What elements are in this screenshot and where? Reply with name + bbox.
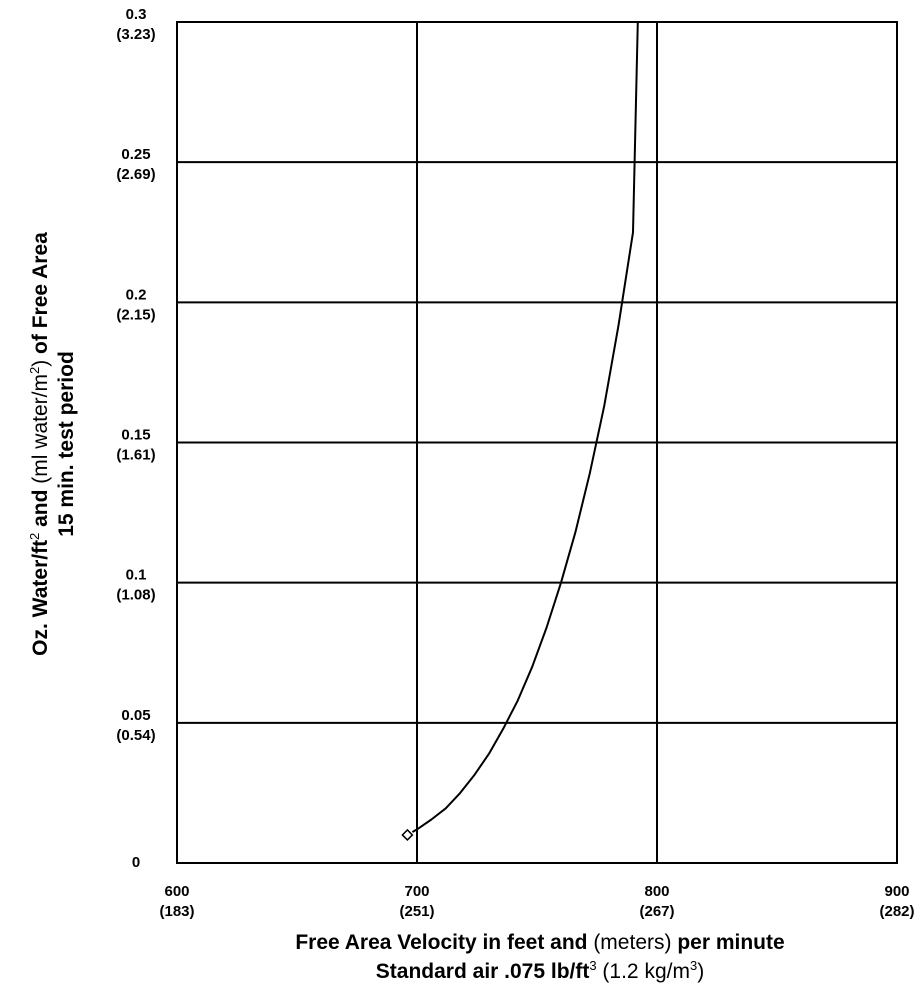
x-tick-label: 700: [404, 883, 429, 900]
x-tick-labels: 600 (183) 700 (251) 800 (267) 900 (282): [159, 883, 914, 920]
y-tick-sublabel: (3.23): [116, 26, 155, 43]
grid: [177, 22, 897, 863]
series-line: [411, 21, 639, 833]
y-tick-label: 0.3: [126, 6, 147, 23]
x-tick-sublabel: (251): [399, 903, 434, 920]
y-tick-label: 0.15: [121, 427, 150, 444]
x-tick-sublabel: (183): [159, 903, 194, 920]
series-layer: [401, 21, 639, 842]
x-tick-label: 900: [884, 883, 909, 900]
y-tick-sublabel: (2.69): [116, 166, 155, 183]
y-tick-labels: 0 0.05 (0.54) 0.1 (1.08) 0.15 (1.61) 0.2 (2.15) 0…: [116, 6, 155, 871]
y-tick-label: 0.05: [121, 707, 150, 724]
y-axis-title: Oz. Water/ft2 and (ml water/m2) of Free …: [27, 232, 78, 656]
y-tick-sublabel: (1.08): [116, 587, 155, 604]
x-tick-label: 600: [164, 883, 189, 900]
x-axis-title-line2: Standard air .075 lb/ft3 (1.2 kg/m3): [376, 958, 704, 983]
y-tick-sublabel: (0.54): [116, 727, 155, 744]
x-tick-sublabel: (267): [639, 903, 674, 920]
y-tick-label: 0.25: [121, 146, 150, 163]
y-tick-sublabel: (1.61): [116, 447, 155, 464]
y-tick-sublabel: (2.15): [116, 306, 155, 323]
y-axis-title-line1: Oz. Water/ft2 and (ml water/m2) of Free …: [27, 232, 52, 656]
x-tick-label: 800: [644, 883, 669, 900]
y-axis-title-line2: 15 min. test period: [55, 351, 78, 537]
y-tick-label: 0.2: [126, 286, 147, 303]
y-tick-label: 0: [132, 854, 140, 871]
plot-frame: [176, 21, 898, 864]
x-axis-title-line1: Free Area Velocity in feet and (meters) …: [295, 931, 784, 954]
x-tick-sublabel: (282): [879, 903, 914, 920]
data-point-diamond: [401, 828, 414, 842]
y-tick-label: 0.1: [126, 567, 147, 584]
